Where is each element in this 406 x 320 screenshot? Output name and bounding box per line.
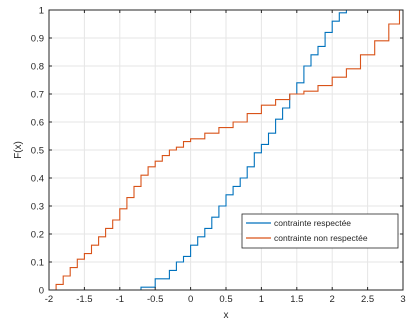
series-layer: [48, 9, 401, 291]
legend-label-contrainte-respectee: contrainte respectée: [274, 218, 351, 228]
y-tick-label: 0.6: [31, 118, 44, 129]
y-axis-label: F(x): [13, 141, 24, 159]
legend-label-contrainte-non-respectee: contrainte non respectée: [274, 233, 368, 243]
y-tick-label: 0.1: [31, 258, 44, 269]
ticks: [48, 9, 404, 291]
y-tick-label: 0.4: [31, 174, 44, 185]
legend: contrainte respectée contrainte non resp…: [241, 213, 399, 249]
legend-box: [241, 213, 399, 249]
y-tick-label: 1: [39, 6, 44, 17]
y-tick-label: 0.9: [31, 34, 44, 45]
x-tick-label: 2: [330, 294, 335, 305]
x-tick-label: -1: [116, 294, 124, 305]
x-tick-label: 0: [188, 294, 193, 305]
y-tick-label: 0.7: [31, 90, 44, 101]
x-tick-label: 1.5: [290, 294, 303, 305]
x-axis-label: x: [224, 310, 229, 320]
x-tick-label: -2: [45, 294, 53, 305]
x-tick-label: 1: [259, 294, 264, 305]
x-tick-label: 0.5: [219, 294, 232, 305]
y-tick-labels: 0 0.1 0.2 0.3 0.4 0.5 0.6 0.7 0.8 0.9 1: [31, 6, 44, 297]
x-tick-label: -1.5: [76, 294, 92, 305]
x-tick-labels: -2 -1.5 -1 -0.5 0 0.5 1 1.5 2 2.5 3: [45, 294, 406, 305]
y-tick-label: 0.8: [31, 62, 44, 73]
y-tick-label: 0.5: [31, 146, 44, 157]
y-tick-label: 0.3: [31, 202, 44, 213]
x-tick-label: 2.5: [361, 294, 374, 305]
x-tick-label: -0.5: [147, 294, 163, 305]
y-tick-label: 0.2: [31, 230, 44, 241]
series-line-1: [49, 10, 401, 291]
series-line-0: [130, 10, 347, 291]
x-tick-label: 3: [400, 294, 405, 305]
y-tick-label: 0: [39, 286, 44, 297]
